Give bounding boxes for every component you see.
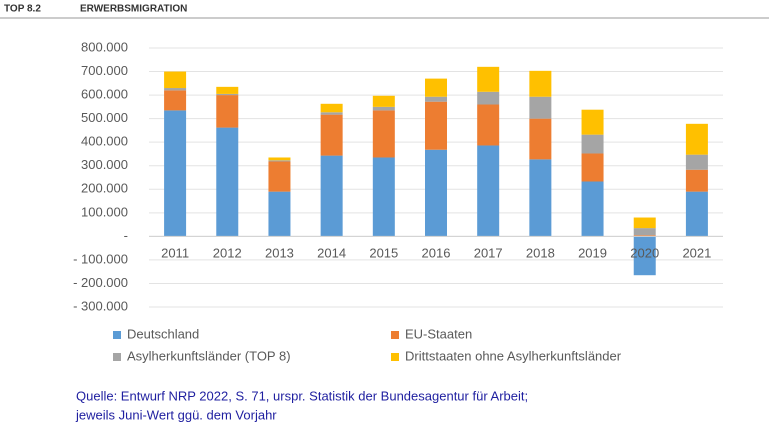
bar-segment — [216, 95, 239, 128]
bar-segment — [216, 93, 239, 96]
bar-segment — [633, 235, 656, 237]
bar-segment — [529, 159, 552, 237]
bar-segment — [164, 90, 187, 111]
bar-segment — [268, 160, 291, 162]
y-tick-label: - 100.000 — [73, 251, 128, 266]
y-tick-label: 400.000 — [81, 134, 128, 149]
bar-segment — [581, 134, 604, 154]
bar-segment — [685, 154, 708, 170]
y-tick-label: 700.000 — [81, 63, 128, 78]
y-tick-label: 300.000 — [81, 157, 128, 172]
source-line: jeweils Juni-Wert ggü. dem Vorjahr — [75, 407, 277, 422]
bar-segment — [633, 217, 656, 229]
bar-segment — [581, 109, 604, 135]
legend-label: EU-Staaten — [405, 326, 472, 341]
x-tick-label: 2021 — [682, 245, 711, 260]
x-tick-label: 2016 — [422, 245, 451, 260]
bar-segment — [581, 181, 604, 237]
y-tick-label: 500.000 — [81, 110, 128, 125]
legend-label: Deutschland — [127, 326, 199, 341]
bar-segment — [425, 78, 447, 97]
bar-segment — [685, 191, 708, 237]
bar-segment — [164, 88, 187, 91]
y-tick-label: 100.000 — [81, 204, 128, 219]
bar-segment — [216, 127, 239, 237]
legend-swatch — [391, 331, 399, 339]
x-tick-label: 2011 — [161, 245, 189, 260]
source-line: Quelle: Entwurf NRP 2022, S. 71, urspr. … — [76, 388, 528, 403]
bar-segment — [425, 96, 447, 102]
bar-segment — [164, 110, 187, 237]
bar-segment — [164, 71, 187, 89]
bar-segment — [372, 110, 395, 158]
bar-segment — [268, 157, 291, 161]
bar-segment — [477, 104, 500, 146]
legend-label: Drittstaaten ohne Asylherkunftsländer — [405, 348, 622, 363]
bar-segment — [633, 228, 656, 236]
bar-segment — [529, 70, 552, 97]
bar-segment — [633, 236, 656, 276]
section-number: TOP 8.2 — [4, 4, 41, 15]
bar-segment — [685, 169, 708, 192]
x-tick-label: 2014 — [317, 245, 346, 260]
bar-segment — [372, 95, 395, 107]
bar-segment — [477, 66, 500, 92]
x-tick-label: 2020 — [630, 245, 659, 260]
bar-segment — [529, 96, 552, 119]
bar-segment — [320, 112, 343, 115]
bar-segment — [581, 153, 604, 182]
y-tick-label: - 200.000 — [73, 275, 128, 290]
bar-segment — [216, 86, 239, 94]
bar-segment — [372, 157, 395, 237]
y-tick-label: 200.000 — [81, 181, 128, 196]
x-tick-label: 2013 — [265, 245, 294, 260]
bar-segment — [268, 191, 291, 237]
bar-segment — [685, 123, 708, 155]
legend-swatch — [113, 331, 121, 339]
bar-segment — [268, 161, 291, 192]
bar-segment — [529, 118, 552, 160]
x-tick-label: 2018 — [526, 245, 555, 260]
y-tick-label: 600.000 — [81, 87, 128, 102]
bar-segment — [320, 114, 343, 156]
bar-segment — [425, 101, 447, 150]
bar-segment — [372, 106, 395, 111]
legend-swatch — [391, 353, 399, 361]
y-tick-label: - 300.000 — [73, 298, 128, 313]
x-tick-label: 2012 — [213, 245, 242, 260]
bar-segment — [320, 155, 343, 237]
bar-segment — [425, 149, 447, 237]
bar-segment — [320, 103, 343, 113]
bar-segment — [477, 145, 500, 237]
bar-segment — [477, 91, 500, 105]
legend-swatch — [113, 353, 121, 361]
x-tick-label: 2017 — [474, 245, 503, 260]
section-title: ERWERBSMIGRATION — [80, 4, 187, 15]
legend-label: Asylherkunftsländer (TOP 8) — [127, 348, 291, 363]
y-tick-label: - — [124, 228, 128, 243]
x-tick-label: 2015 — [369, 245, 398, 260]
y-tick-label: 800.000 — [81, 39, 128, 54]
x-tick-label: 2019 — [578, 245, 607, 260]
